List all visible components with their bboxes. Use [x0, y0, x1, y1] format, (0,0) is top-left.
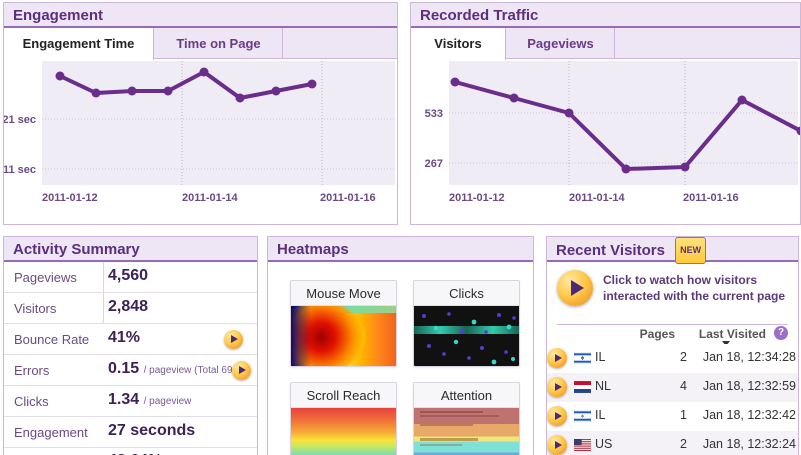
svg-text:2011-01-14: 2011-01-14 [569, 192, 626, 204]
svg-text:21 sec: 21 sec [4, 114, 36, 126]
svg-text:267: 267 [425, 158, 443, 170]
svg-text:2011-01-16: 2011-01-16 [320, 192, 376, 204]
svg-text:11 sec: 11 sec [4, 164, 36, 176]
svg-text:2011-01-12: 2011-01-12 [449, 192, 505, 204]
svg-text:533: 533 [425, 108, 443, 120]
svg-text:2011-01-12: 2011-01-12 [42, 192, 98, 204]
svg-text:2011-01-16: 2011-01-16 [683, 192, 739, 204]
svg-text:2011-01-14: 2011-01-14 [182, 192, 239, 204]
